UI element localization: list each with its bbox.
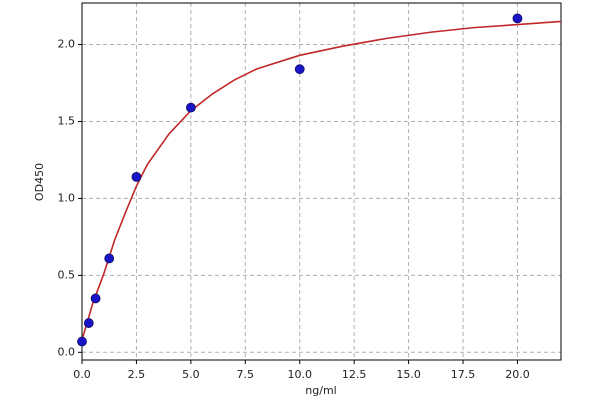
y-tick-label: 0.5 <box>58 268 76 281</box>
x-axis-label: ng/ml <box>305 384 336 397</box>
x-tick-label: 12.5 <box>342 368 367 381</box>
data-point <box>512 13 523 24</box>
data-point <box>131 171 142 182</box>
x-tick-label: 5.0 <box>182 368 200 381</box>
plot-frame <box>81 2 562 361</box>
data-point <box>104 253 115 264</box>
data-point <box>83 318 94 328</box>
y-axis-label: OD450 <box>33 163 46 201</box>
y-tick-label: 2.0 <box>58 38 76 51</box>
y-tick-label: 1.0 <box>58 191 76 204</box>
data-point <box>294 64 305 75</box>
x-tick-label: 2.5 <box>128 368 146 381</box>
x-tick-label: 20.0 <box>505 368 530 381</box>
x-tick-label: 17.5 <box>451 368 476 381</box>
x-tick-label: 15.0 <box>396 368 421 381</box>
x-tick-label: 10.0 <box>287 368 312 381</box>
y-tick-label: 0.0 <box>58 345 76 358</box>
data-point <box>90 293 101 304</box>
y-tick-label: 1.5 <box>58 114 76 127</box>
data-point <box>185 102 196 113</box>
fit-curve <box>81 20 562 341</box>
data-point <box>77 336 87 347</box>
x-tick-label: 0.0 <box>73 368 91 381</box>
x-tick-label: 7.5 <box>237 368 255 381</box>
